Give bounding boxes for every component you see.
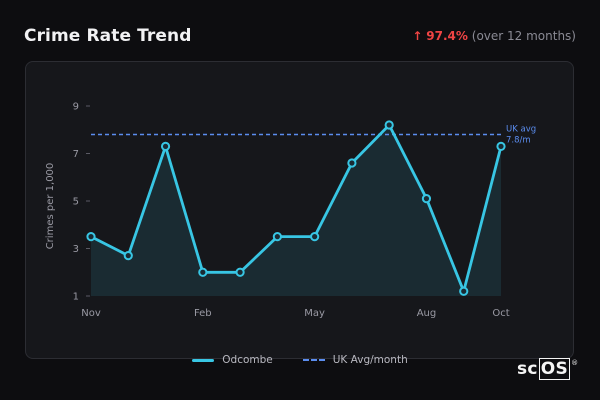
chart-title: Crime Rate Trend [24,26,192,46]
scos-logo: sc OS ® [517,358,579,380]
y-axis-label: Crimes per 1,000 [45,163,56,250]
data-point[interactable] [496,141,506,151]
change-percent: 97.4% [426,29,468,43]
data-point[interactable] [384,120,394,130]
series-line [90,123,503,293]
data-points [86,120,506,296]
y-tick-label: 5 [73,197,79,208]
change-indicator: ↑ 97.4% (over 12 months) [412,29,576,43]
series-area-fill [91,125,501,296]
legend-swatch-solid [192,358,215,362]
legend-swatch-dashed [302,359,325,361]
up-arrow-icon: ↑ [412,29,423,43]
x-axis: Nov Feb May Aug Oct [81,308,509,319]
x-tick-label: Oct [492,308,509,319]
legend-label-reference: UK Avg/month [332,354,408,366]
data-point[interactable] [310,232,320,242]
y-axis: 1 3 5 7 9 [73,102,90,303]
x-tick-label: Feb [194,308,212,319]
legend-item-series[interactable]: Odcombe [192,354,273,366]
data-point[interactable] [272,232,282,242]
data-point[interactable] [123,251,133,261]
data-point[interactable] [421,194,432,204]
chart-legend: Odcombe UK Avg/month [0,354,600,366]
x-tick-label: Aug [417,308,437,319]
change-note: (over 12 months) [471,29,576,43]
legend-label-series: Odcombe [222,354,273,366]
y-tick-label: 9 [73,102,79,113]
y-tick-label: 3 [73,244,79,255]
logo-text-b: OS [538,358,571,380]
x-tick-label: Nov [81,308,101,319]
data-point[interactable] [459,286,469,296]
logo-registered-mark: ® [571,359,579,367]
y-tick-label: 1 [73,292,79,303]
x-tick-label: May [304,308,325,319]
data-point[interactable] [160,141,171,151]
reference-label: UK avg [506,125,536,135]
reference-value-label: 7.8/m [506,136,531,146]
chart-card [25,61,574,359]
data-point[interactable] [347,158,357,168]
legend-item-reference[interactable]: UK Avg/month [302,354,408,366]
y-tick-label: 7 [73,149,79,160]
data-point[interactable] [86,232,96,242]
data-point[interactable] [198,267,208,277]
logo-text-a: sc [517,359,538,379]
data-point[interactable] [235,267,245,277]
